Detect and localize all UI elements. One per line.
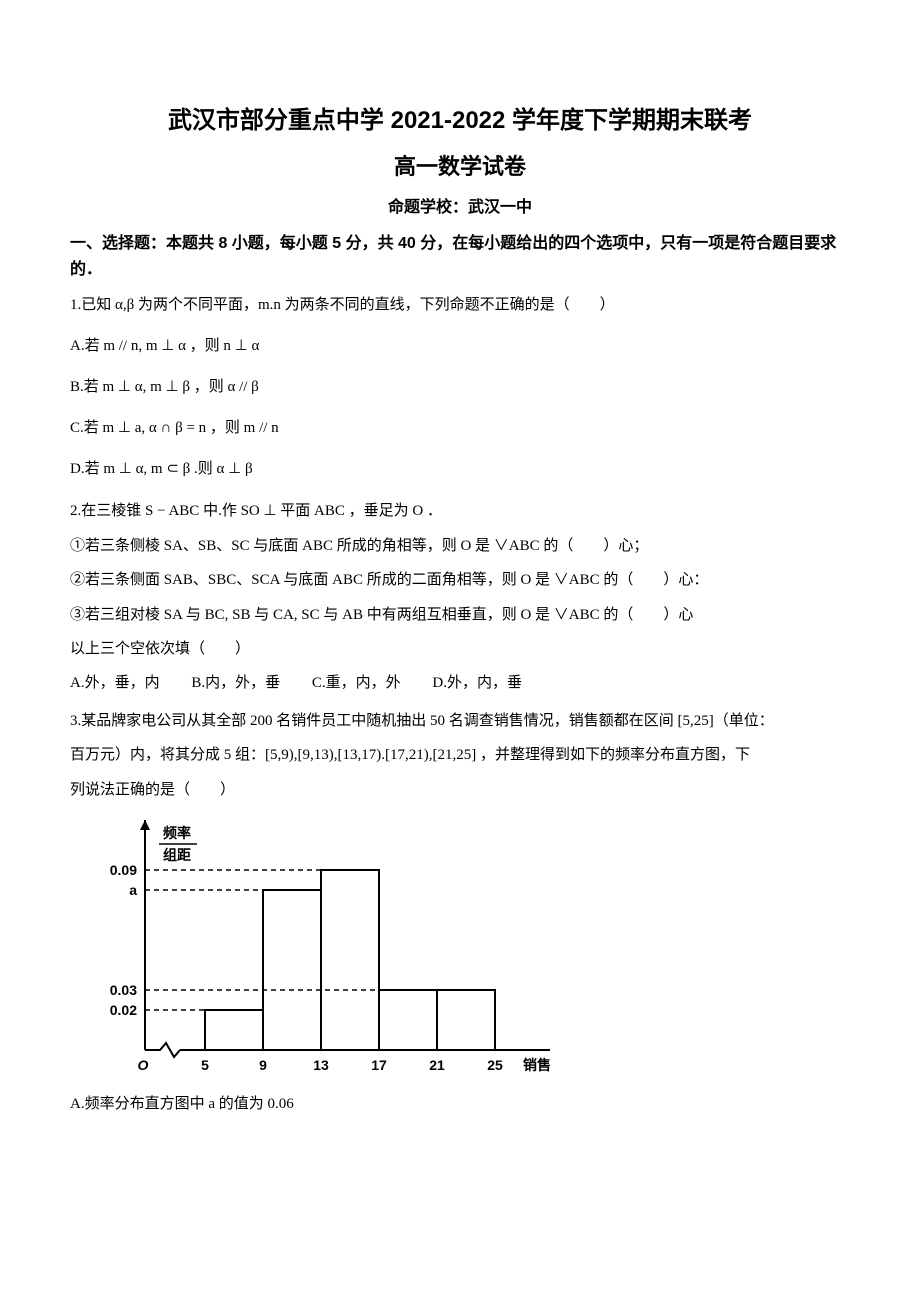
q1-option-d: D.若 m ⊥ α, m ⊂ β .则 α ⊥ β [70,456,850,483]
q1-option-c: C.若 m ⊥ a, α ∩ β = n ，则 m // n [70,415,850,442]
q3-option-a: A.频率分布直方图中 a 的值为 0.06 [70,1090,850,1119]
svg-text:0.09: 0.09 [110,862,137,878]
q2-option-d: D.外，内，垂 [432,670,522,697]
q1-stem: 1.已知 α,β 为两个不同平面，m.n 为两条不同的直线，下列命题不正确的是（… [70,292,850,319]
q2-option-c: C.重，内，外 [312,670,401,697]
exam-subtitle: 高一数学试卷 [70,149,850,181]
exam-title: 武汉市部分重点中学 2021-2022 学年度下学期期末联考 [70,100,850,135]
svg-text:频率: 频率 [163,825,191,841]
svg-text:21: 21 [429,1057,445,1073]
svg-text:组距: 组距 [163,847,191,863]
section-header: 一、选择题：本题共 8 小题，每小题 5 分，共 40 分，在每小题给出的四个选… [70,231,850,282]
svg-text:25: 25 [487,1057,503,1073]
q2-option-a: A.外，垂，内 [70,670,160,697]
svg-text:销售额/百万元: 销售额/百万元 [523,1057,550,1073]
page: 武汉市部分重点中学 2021-2022 学年度下学期期末联考 高一数学试卷 命题… [0,0,920,1175]
author-school: 命题学校：武汉一中 [70,193,850,217]
q3-stem-line-1: 3.某品牌家电公司从其全部 200 名销件员工中随机抽出 50 名调查销售情况，… [70,707,850,736]
svg-text:9: 9 [259,1057,267,1073]
svg-text:0.02: 0.02 [110,1002,137,1018]
q2-option-b: B.内，外，垂 [191,670,280,697]
q1-option-b: B.若 m ⊥ α, m ⊥ β ，则 α // β [70,374,850,401]
svg-text:5: 5 [201,1057,209,1073]
q2-line-3: ③若三组对棱 SA 与 BC, SB 与 CA, SC 与 AB 中有两组互相垂… [70,601,850,630]
q2-line-4: 以上三个空依次填（ ） [70,635,850,664]
svg-text:0.03: 0.03 [110,982,137,998]
svg-text:17: 17 [371,1057,387,1073]
q2-line-2: ②若三条侧面 SAB、SBC、SCA 与底面 ABC 所成的二面角相等，则 O … [70,566,850,595]
histogram-chart: 0.02 0.03 a 0.09 O 5 9 13 17 21 25 销售额/百万元 频率组距 [70,810,550,1080]
q3-stem-line-3: 列说法正确的是（ ） [70,776,850,805]
q3-stem-line-2: 百万元）内，将其分成 5 组：[5,9),[9,13),[13,17).[17,… [70,741,850,770]
q2-options: A.外，垂，内 B.内，外，垂 C.重，内，外 D.外，内，垂 [70,670,850,697]
q2-line-1: ①若三条侧棱 SA、SB、SC 与底面 ABC 所成的角相等，则 O 是 ∨AB… [70,532,850,561]
q2-stem: 2.在三棱锥 S − ABC 中.作 SO ⊥ 平面 ABC ，垂足为 O ． [70,497,850,526]
svg-text:13: 13 [313,1057,329,1073]
q1-option-a: A.若 m // n, m ⊥ α ，则 n ⊥ α [70,333,850,360]
svg-text:O: O [138,1057,149,1073]
svg-text:a: a [129,882,137,898]
